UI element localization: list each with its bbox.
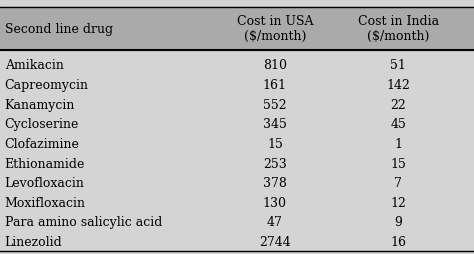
Text: 2744: 2744 [259,235,291,248]
Text: Amikacin: Amikacin [5,59,64,72]
Text: Levofloxacin: Levofloxacin [5,177,85,189]
Text: 12: 12 [390,196,406,209]
Text: 253: 253 [263,157,287,170]
Text: Cost in India
($/month): Cost in India ($/month) [357,15,439,43]
Text: Linezolid: Linezolid [5,235,63,248]
Text: Moxifloxacin: Moxifloxacin [5,196,86,209]
Text: 130: 130 [263,196,287,209]
Text: 16: 16 [390,235,406,248]
Bar [0,8,474,51]
Text: 47: 47 [267,216,283,229]
Text: 552: 552 [263,98,287,111]
Text: Cycloserine: Cycloserine [5,118,79,131]
Text: 15: 15 [390,157,406,170]
Text: 51: 51 [390,59,406,72]
Text: 345: 345 [263,118,287,131]
Text: 378: 378 [263,177,287,189]
Text: Clofazimine: Clofazimine [5,137,80,150]
Text: 1: 1 [394,137,402,150]
Text: Ethionamide: Ethionamide [5,157,85,170]
Text: 161: 161 [263,79,287,92]
Text: 15: 15 [267,137,283,150]
Text: Para amino salicylic acid: Para amino salicylic acid [5,216,162,229]
Text: 45: 45 [390,118,406,131]
Text: Capreomycin: Capreomycin [5,79,89,92]
Text: 22: 22 [390,98,406,111]
Text: 9: 9 [394,216,402,229]
Text: Cost in USA
($/month): Cost in USA ($/month) [237,15,313,43]
Text: Second line drug: Second line drug [5,23,113,36]
Text: 810: 810 [263,59,287,72]
Text: Kanamycin: Kanamycin [5,98,75,111]
Text: 7: 7 [394,177,402,189]
Text: 142: 142 [386,79,410,92]
